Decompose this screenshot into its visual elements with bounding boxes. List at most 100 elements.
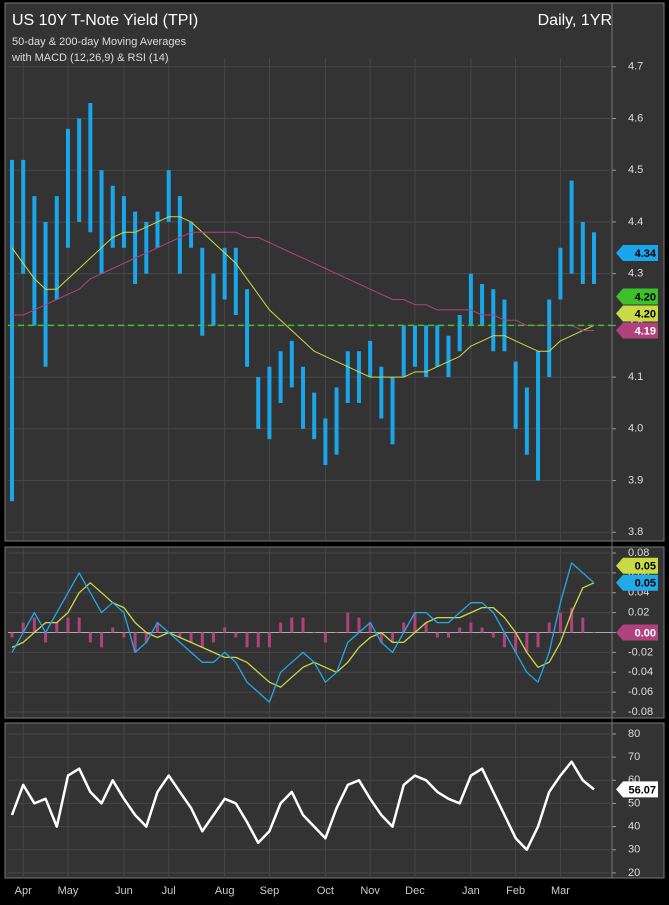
histogram-bar: [189, 632, 193, 643]
price-range-bar: [334, 387, 339, 455]
price-range-bar: [446, 335, 451, 378]
price-range-bar: [99, 170, 104, 274]
x-tick-label: Dec: [405, 885, 425, 897]
histogram-bar: [200, 632, 204, 648]
price-range-bar: [368, 340, 373, 378]
histogram-bar: [10, 632, 14, 638]
histogram-bar: [178, 632, 182, 638]
histogram-bar: [279, 622, 283, 633]
histogram-bar: [469, 622, 473, 633]
x-tick-label: Jan: [462, 885, 480, 897]
price-range-bar: [301, 366, 305, 429]
price-range-bar: [10, 159, 14, 502]
price-range-bar: [278, 351, 283, 403]
y-tick-label: 70: [628, 751, 640, 763]
series-line: [11, 216, 595, 378]
price-range-bar: [256, 377, 261, 429]
y-tick-label: 4.0: [628, 423, 643, 435]
value-tag: [616, 305, 658, 322]
y-tick-label: 4.3: [628, 268, 643, 280]
histogram-bar: [156, 622, 159, 633]
price-range-bar: [54, 196, 59, 300]
value-tag-label: 0.00: [635, 627, 656, 639]
x-tick-label: Feb: [506, 885, 525, 897]
value-tag-label: 4.20: [635, 308, 656, 320]
series-line: [11, 582, 595, 688]
price-range-bar: [547, 299, 552, 378]
value-tag: [616, 574, 658, 591]
y-tick-label: 3.9: [628, 474, 643, 486]
price-range-bar: [133, 211, 138, 285]
y-tick-label: -0.02: [628, 646, 653, 658]
price-range-bar: [536, 351, 541, 481]
histogram-bar: [301, 617, 305, 633]
histogram-bar: [245, 632, 249, 648]
histogram-bar: [267, 632, 271, 648]
price-range-bar: [32, 196, 37, 326]
price-range-bar: [177, 196, 182, 274]
value-tag: [616, 322, 658, 339]
value-tag: [616, 781, 658, 798]
x-tick-label: Apr: [15, 885, 32, 897]
y-tick-label: 4.7: [628, 61, 643, 73]
histogram-bar: [290, 617, 294, 633]
rsi-panel: [4, 722, 665, 879]
y-tick-label: 4.4: [628, 216, 643, 228]
price-range-bar: [312, 392, 317, 440]
y-tick-label: -0.08: [628, 706, 653, 718]
histogram-bar: [368, 622, 372, 633]
price-range-bar: [592, 232, 596, 285]
price-range-bar: [155, 211, 160, 248]
histogram-bar: [491, 632, 495, 638]
price-range-bar: [412, 325, 417, 367]
y-tick-label: 4.5: [628, 164, 643, 176]
value-tag: [616, 244, 658, 261]
histogram-bar: [223, 627, 227, 633]
price-range-bar: [323, 418, 328, 466]
y-tick-label: 0.08: [628, 547, 649, 559]
histogram-bar: [570, 607, 574, 633]
y-tick-label: 50: [628, 797, 640, 809]
price-range-bar: [513, 361, 518, 429]
histogram-bar: [435, 632, 439, 638]
x-tick-label: Jun: [115, 885, 133, 897]
histogram-bar: [234, 632, 238, 638]
histogram-bar: [357, 617, 361, 633]
histogram-bar: [335, 632, 339, 633]
y-tick-label: 30: [628, 844, 640, 856]
x-tick-label: Sep: [260, 885, 280, 897]
histogram-bar: [312, 632, 316, 633]
price-range-bar: [558, 247, 563, 300]
price-range-bar: [569, 180, 574, 274]
y-tick-label: 0.02: [628, 607, 649, 619]
price-range-bar: [390, 377, 395, 445]
value-tag-label: 0.05: [635, 561, 656, 573]
price-range-bar: [480, 284, 485, 326]
y-tick-label: 4.1: [628, 371, 643, 383]
histogram-bar: [581, 617, 585, 633]
price-range-bar: [401, 325, 406, 378]
x-tick-label: May: [58, 885, 79, 897]
histogram-bar: [547, 622, 551, 633]
histogram-bar: [88, 632, 92, 643]
value-tag-label: 4.34: [635, 248, 657, 260]
histogram-bar: [32, 617, 36, 633]
x-tick-label: Mar: [551, 885, 570, 897]
histogram-bar: [525, 632, 529, 653]
price-range-bar: [121, 196, 126, 248]
value-tag: [616, 557, 658, 574]
price-range-bar: [200, 247, 205, 336]
histogram-bar: [346, 612, 350, 633]
value-tag: [616, 288, 658, 305]
price-range-bar: [166, 170, 171, 222]
histogram-bar: [44, 632, 48, 643]
histogram-bar: [211, 632, 215, 643]
histogram-bar: [77, 617, 81, 633]
histogram-bar: [100, 632, 104, 648]
histogram-bar: [502, 632, 506, 648]
value-tag-label: 0.05: [635, 578, 656, 590]
price-range-bar: [491, 289, 496, 352]
histogram-bar: [66, 617, 70, 633]
price-range-bar: [524, 387, 529, 455]
